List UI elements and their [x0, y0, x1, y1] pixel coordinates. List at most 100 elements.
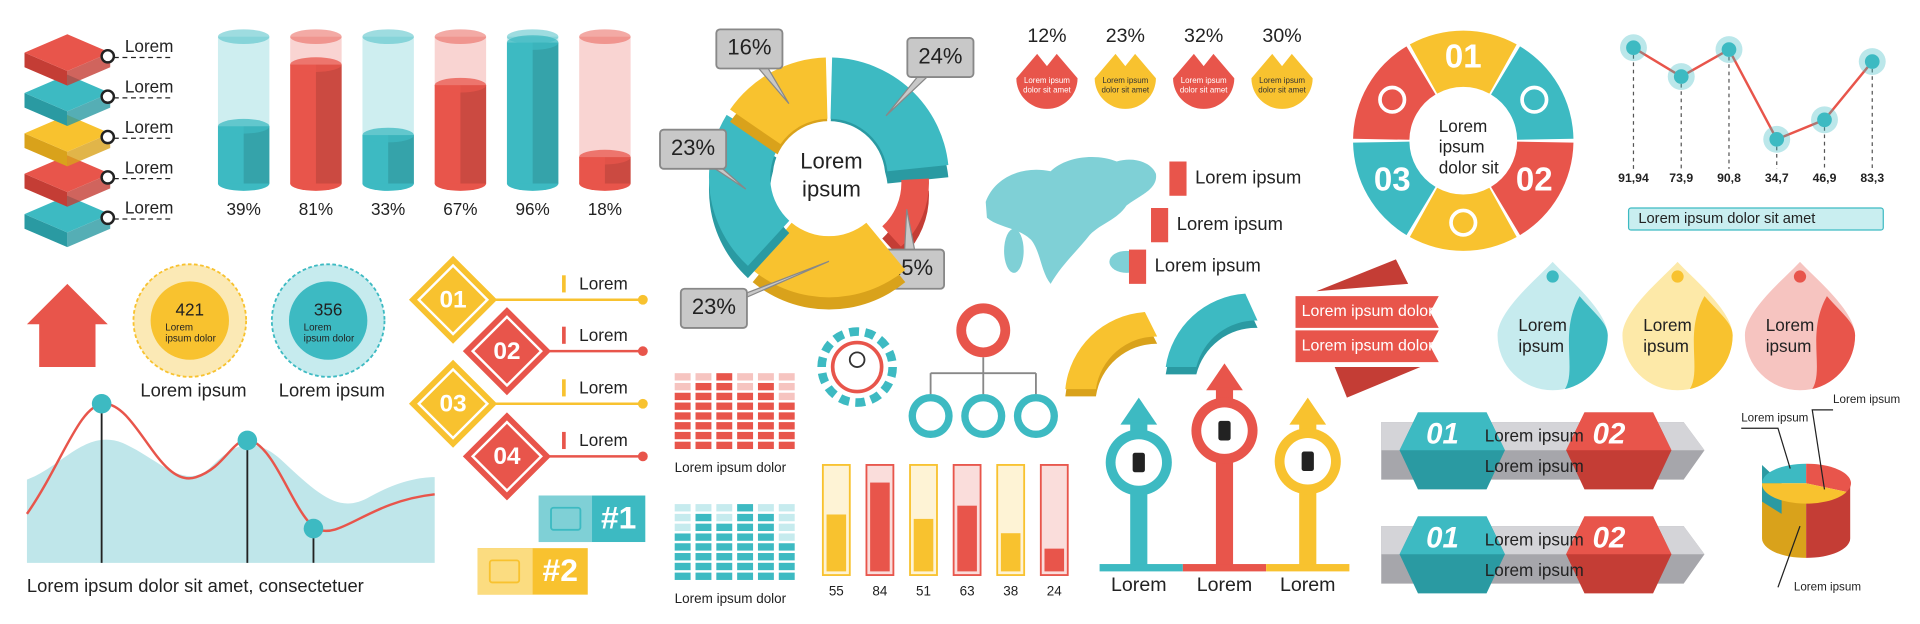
equalizer-cell: [674, 392, 691, 401]
tag-label: #2: [543, 552, 578, 588]
base-bar: [1099, 564, 1183, 572]
layer-label: Lorem: [125, 198, 174, 218]
bar-top: [434, 77, 487, 93]
bar-shade: [532, 42, 559, 184]
bar-top: [290, 57, 342, 72]
equalizer-cell: [757, 422, 774, 430]
equalizer-cell: [757, 533, 774, 541]
layer-side: [24, 133, 68, 167]
legend-label: Lorem ipsum: [1155, 255, 1261, 276]
equalizer-cell: [674, 533, 691, 541]
banner-hex: [1399, 412, 1505, 451]
equalizer-cell: [716, 533, 733, 541]
arrow-icon: [1218, 420, 1231, 441]
wave-line: [25, 402, 435, 533]
equalizer-cell: [695, 402, 712, 410]
tag-label: #1: [601, 499, 636, 535]
equalizer-cell: [737, 553, 754, 561]
layer-side: [24, 92, 68, 127]
banner-label: Lorem ipsum: [1485, 456, 1584, 476]
callout-box: [906, 37, 975, 78]
banner-hex: [1566, 412, 1672, 451]
drop-label: ipsum: [1766, 336, 1812, 356]
leader-dot: [100, 210, 116, 226]
equalizer-cell: [695, 412, 712, 420]
layer: [24, 34, 111, 71]
equalizer-label: Lorem ipsum dolor: [675, 591, 787, 606]
ribbon-tail: [1316, 259, 1409, 292]
diamond-inner: [417, 367, 490, 440]
tag-icon-area: [477, 548, 533, 595]
equalizer-cell: [778, 441, 795, 450]
bar: [1044, 548, 1065, 572]
leader-dot: [100, 129, 116, 145]
ribbon-label: Lorem ipsum dolor: [1302, 303, 1434, 320]
equalizer-cell: [778, 562, 795, 571]
slice: [752, 222, 906, 298]
equalizer-cell: [737, 441, 754, 450]
step-number: 02: [493, 338, 520, 365]
org-head-inner: [966, 313, 1001, 348]
equalizer-cell: [695, 504, 712, 512]
equalizer-cell: [778, 422, 795, 430]
pie-label: Lorem ipsum: [1741, 412, 1808, 425]
counter-disc: [288, 281, 368, 360]
point: [1864, 54, 1880, 69]
cycle-segment: [1409, 30, 1517, 94]
equalizer-cell: [674, 562, 691, 571]
cycle-segment: [1409, 187, 1517, 251]
leader-dot: [100, 48, 116, 64]
counter-label: ipsum dolor: [165, 334, 216, 345]
equalizer-cell: [737, 523, 754, 532]
equalizer-cell: [737, 402, 754, 410]
cylinder-pie-body: [1806, 483, 1851, 558]
step-dot: [637, 398, 648, 409]
equalizer-cell: [778, 402, 795, 410]
equalizer-cell: [674, 504, 691, 512]
bar: [870, 482, 890, 572]
equalizer-cell: [778, 412, 795, 420]
badge: [1251, 53, 1313, 109]
equalizer-cell: [737, 572, 754, 580]
equalizer-cell: [695, 431, 712, 440]
cylinder-top: [217, 29, 270, 45]
arrow-icon: [1301, 451, 1314, 472]
banner-number: 01: [1426, 521, 1459, 554]
value-label: 24: [1047, 584, 1062, 599]
point: [1817, 112, 1832, 128]
step-number: 02: [1516, 161, 1553, 198]
drop-dot: [1671, 270, 1684, 283]
value-label: 33%: [371, 199, 405, 219]
equalizer-cell: [695, 441, 712, 450]
equalizer-cell: [674, 422, 691, 430]
caption-box: [1627, 207, 1884, 231]
equalizer-cell: [757, 412, 774, 420]
layer-side: [24, 52, 68, 86]
equalizer-cell: [716, 422, 733, 430]
wave-dot: [303, 518, 324, 539]
banner-number: 02: [1593, 521, 1626, 554]
equalizer-cell: [778, 572, 795, 580]
equalizer-cell: [695, 392, 712, 401]
equalizer-cell: [674, 572, 691, 580]
arrow-label: Lorem: [1197, 574, 1253, 596]
equalizer-cell: [737, 392, 754, 401]
equalizer-cell: [757, 392, 774, 401]
org-node-inner: [1021, 401, 1051, 431]
arrow-icon: [1132, 452, 1145, 473]
counter-caption: Lorem ipsum: [140, 379, 246, 400]
equalizer-cell: [674, 431, 691, 440]
equalizer-cell: [695, 382, 712, 391]
layer: [24, 195, 111, 233]
drop-label: Lorem: [1766, 315, 1815, 335]
wave-dot: [91, 393, 112, 414]
drop-label: ipsum: [1518, 336, 1564, 356]
banner-number: 01: [1426, 417, 1459, 450]
value-label: 96%: [516, 199, 550, 219]
layer-side: [24, 173, 68, 207]
equalizer-cell: [695, 543, 712, 551]
layer: [24, 74, 111, 112]
bar-shade: [243, 126, 270, 184]
leader-lines: [1741, 409, 1834, 588]
org-node-inner: [968, 401, 998, 431]
